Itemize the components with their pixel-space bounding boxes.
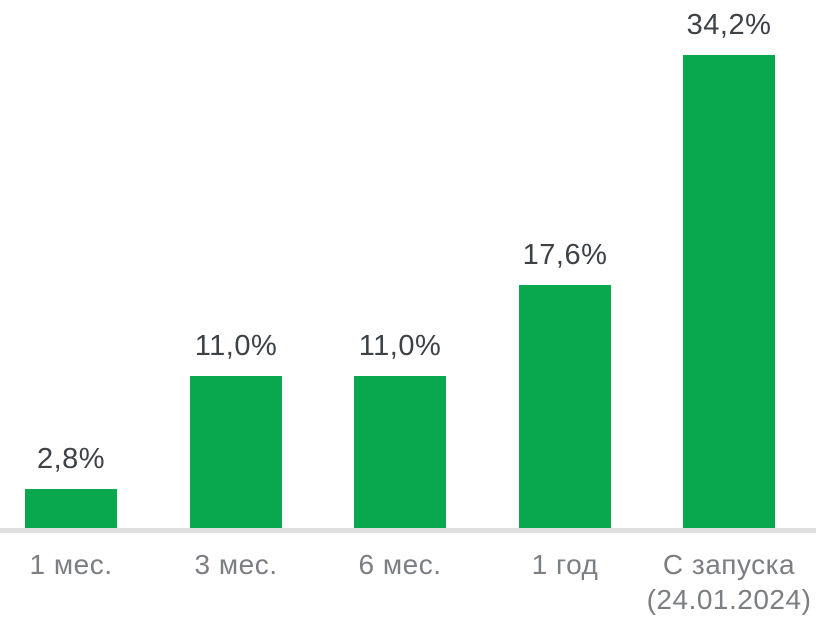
bar-value-label: 11,0% (194, 330, 278, 363)
category-line1: 6 мес. (358, 549, 442, 580)
bar (190, 376, 282, 528)
category-label: 6 мес. (359, 547, 442, 582)
bar-stack: 2,8% (25, 443, 117, 528)
bar-stack: 11,0% (354, 330, 446, 528)
bar-value-label: 34,2% (686, 9, 772, 42)
bar-column: 17,6% 1 год (519, 0, 611, 619)
category-line1: 1 мес. (29, 549, 113, 580)
bar-column: 11,0% 3 мес. (190, 0, 282, 619)
bar-column: 34,2% С запуска (24.01.2024) (647, 0, 811, 619)
category-label: С запуска (24.01.2024) (647, 547, 812, 617)
x-axis-line (0, 528, 816, 533)
bar-stack: 34,2% (683, 9, 775, 528)
bar-column: 2,8% 1 мес. (25, 0, 117, 619)
category-line1: 3 мес. (194, 549, 278, 580)
category-line1: С запуска (662, 549, 796, 580)
bar (683, 55, 775, 528)
bar (519, 285, 611, 528)
bar-column: 11,0% 6 мес. (354, 0, 446, 619)
bar (25, 489, 117, 528)
category-line2: (24.01.2024) (646, 584, 812, 615)
category-label: 1 мес. (30, 547, 113, 582)
bar-value-label: 11,0% (358, 330, 442, 363)
bar (354, 376, 446, 528)
bar-stack: 17,6% (519, 239, 611, 528)
bar-value-label: 17,6% (522, 239, 608, 272)
bar-stack: 11,0% (190, 330, 282, 528)
category-line1: 1 год (531, 549, 599, 580)
category-label: 1 год (532, 547, 599, 582)
category-label: 3 мес. (195, 547, 278, 582)
bar-value-label: 2,8% (36, 443, 106, 476)
